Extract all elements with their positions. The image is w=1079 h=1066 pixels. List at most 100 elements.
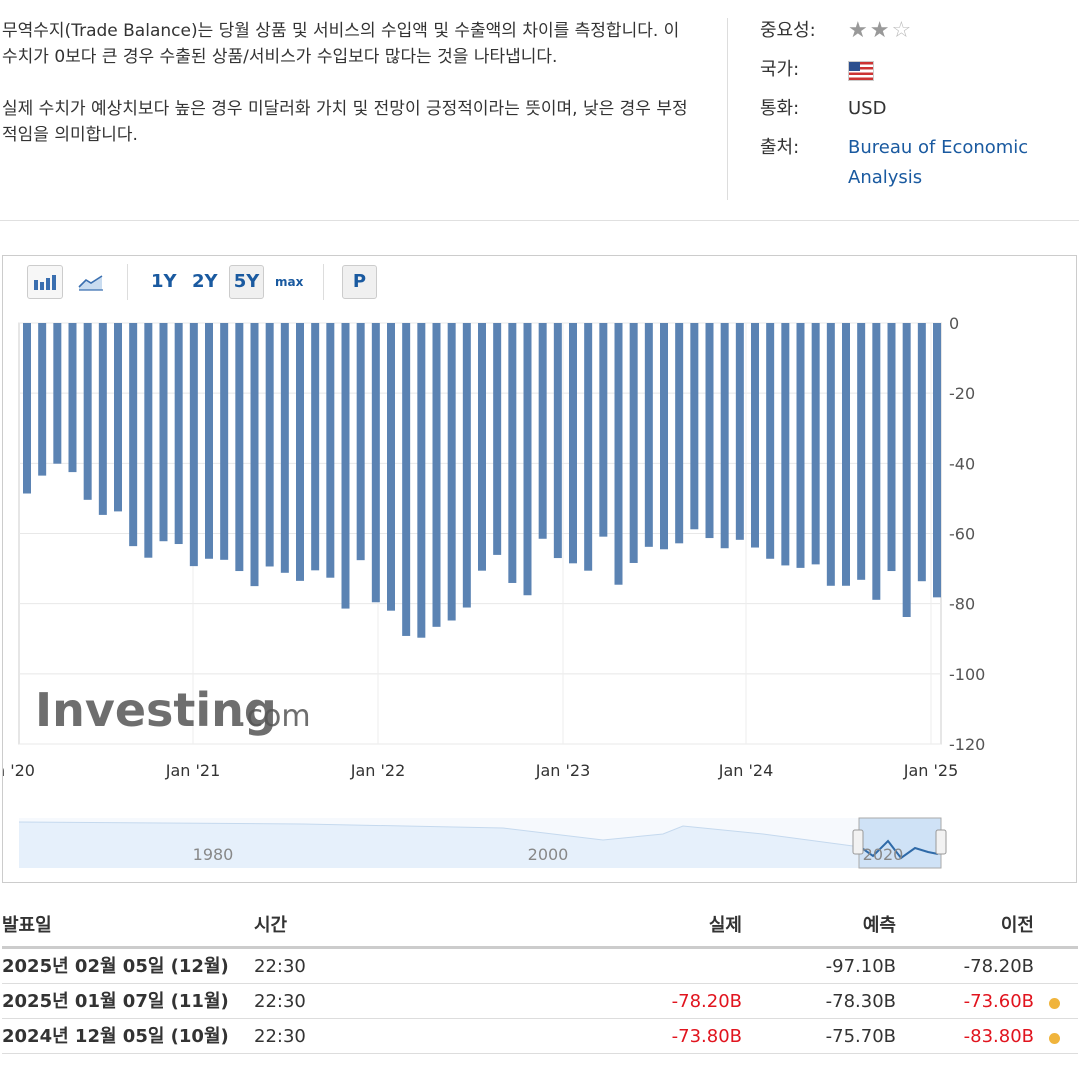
star-filled-icon: ★: [848, 18, 870, 43]
bar-chart-button[interactable]: [27, 265, 63, 299]
bar: [174, 323, 183, 545]
row-previous: -73.60B: [963, 991, 1034, 1012]
bar: [447, 323, 456, 621]
header-forecast: 예측: [862, 915, 896, 936]
bar: [462, 323, 471, 608]
header-actual: 실제: [708, 915, 742, 936]
bar: [675, 323, 684, 544]
header-date: 발표일: [2, 915, 52, 936]
x-tick-label: Jan '25: [903, 761, 959, 780]
bar: [371, 323, 380, 603]
range-1y-button[interactable]: 1Y: [151, 271, 177, 292]
x-tick-label: Jan '24: [718, 761, 774, 780]
bar: [250, 323, 259, 587]
bar: [98, 323, 107, 515]
y-tick-label: -100: [949, 665, 985, 684]
toolbar-separator: [127, 264, 128, 300]
bar: [872, 323, 881, 600]
row-previous: -83.80B: [963, 1026, 1034, 1047]
navigator-label: 1980: [193, 845, 234, 864]
bar: [720, 323, 729, 549]
area-chart-icon: [78, 275, 103, 291]
bar: [129, 323, 138, 547]
status-dot-icon: [1049, 998, 1060, 1009]
row-time: 22:30: [254, 956, 306, 977]
bar: [417, 323, 426, 638]
navigator-label: 2000: [528, 845, 569, 864]
x-tick-label: Jan '22: [350, 761, 406, 780]
info-divider: [727, 18, 728, 200]
description-paragraph-2: 실제 수치가 예상치보다 높은 경우 미달러화 가치 및 전망이 긍정적이라는 …: [2, 99, 688, 145]
row-date: 2024년 12월 05일 (10월): [2, 1026, 229, 1047]
table-header: 발표일 시간 실제 예측 이전: [2, 908, 1078, 949]
bar: [493, 323, 502, 555]
p-button[interactable]: P: [342, 265, 377, 299]
bar: [265, 323, 274, 567]
bar: [205, 323, 213, 559]
bar: [553, 323, 562, 559]
table-row: 2025년 01월 07일 (11월) 22:30 -78.20B -78.30…: [2, 984, 1078, 1019]
y-tick-label: -40: [949, 454, 975, 473]
country-label: 국가:: [760, 59, 800, 80]
y-tick-label: -20: [949, 384, 975, 403]
navigator-label: 2020: [863, 845, 904, 864]
x-tick-label: Jan '21: [165, 761, 221, 780]
bar: [311, 323, 320, 571]
bar: [735, 323, 744, 540]
bar: [614, 323, 623, 585]
currency-label: 통화:: [760, 98, 800, 119]
bar: [114, 323, 122, 512]
info-panel: 중요성: ★★☆ 국가: 통화: USD 출처: Bureau of Econo…: [760, 18, 1048, 206]
bar: [159, 323, 168, 542]
bar: [857, 323, 866, 580]
bar: [280, 323, 289, 573]
bar: [220, 323, 229, 560]
table-row: 2025년 02월 05일 (12월) 22:30 -97.10B -78.20…: [2, 949, 1078, 984]
bar: [341, 323, 350, 609]
row-time: 22:30: [254, 991, 306, 1012]
bar: [751, 323, 759, 548]
bar: [902, 323, 911, 617]
navigator-handle-right: [935, 829, 947, 855]
section-divider: [0, 220, 1079, 221]
range-2y-button[interactable]: 2Y: [192, 271, 218, 292]
star-filled-icon: ★: [869, 18, 892, 43]
row-time: 22:30: [254, 1026, 306, 1047]
trade-balance-chart[interactable]: 0 -20 -40 -60 -80 -100 -120 n '20 Jan '21 Jan '22…: [3, 306, 1076, 881]
bar: [766, 323, 775, 559]
bar: [53, 323, 62, 464]
bar: [538, 323, 547, 539]
header-previous: 이전: [1000, 915, 1034, 936]
bar: [887, 323, 896, 572]
bar: [296, 323, 304, 581]
row-forecast: -97.10B: [825, 956, 896, 977]
bar: [781, 323, 790, 566]
investing-watermark-suffix: .com: [237, 699, 311, 734]
bar: [599, 323, 608, 537]
chart-toolbar: 1Y 2Y 5Y max P: [3, 256, 1076, 306]
bar: [235, 323, 244, 572]
history-table: 발표일 시간 실제 예측 이전 2025년 02월 05일 (12월) 22:3…: [2, 908, 1078, 1054]
bar: [826, 323, 835, 586]
navigator-line: [18, 821, 854, 847]
bar: [402, 323, 411, 636]
header-time: 시간: [254, 915, 288, 936]
row-date: 2025년 02월 05일 (12월): [2, 956, 229, 977]
area-chart-button[interactable]: [73, 265, 109, 299]
status-dot-icon: [1049, 1033, 1060, 1044]
range-5y-button[interactable]: 5Y: [229, 265, 264, 299]
y-tick-label: -80: [949, 595, 975, 614]
source-label: 출처:: [760, 137, 800, 158]
bar-chart-icon: [34, 275, 56, 290]
row-actual: -78.20B: [671, 991, 742, 1012]
toolbar-separator: [323, 264, 324, 300]
bar: [68, 323, 77, 473]
navigator-handle-left: [852, 829, 864, 855]
range-max-button[interactable]: max: [275, 275, 304, 289]
navigator-selection: [858, 817, 942, 869]
source-link[interactable]: Bureau of Economic Analysis: [848, 137, 1029, 188]
bar: [432, 323, 441, 627]
table-row: 2024년 12월 05일 (10월) 22:30 -73.80B -75.70…: [2, 1019, 1078, 1054]
bar: [508, 323, 517, 583]
row-forecast: -75.70B: [825, 1026, 896, 1047]
